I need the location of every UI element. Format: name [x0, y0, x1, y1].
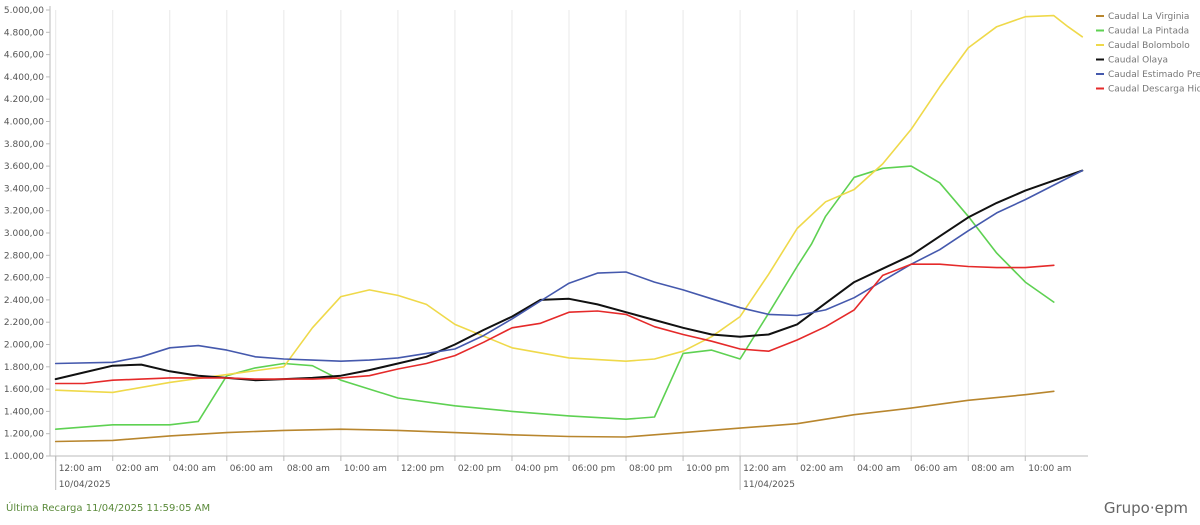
x-tick-label: 06:00 am	[914, 464, 957, 474]
legend-item[interactable]: Caudal La Virginia	[1096, 12, 1189, 22]
legend-item[interactable]: Caudal La Pintada	[1096, 27, 1189, 37]
x-tick-label: 12:00 am	[59, 464, 102, 474]
series-line	[54, 263, 1055, 385]
y-tick-label: 1.800,00	[4, 363, 44, 373]
x-tick-label: 04:00 pm	[515, 464, 558, 474]
x-tick-label: 06:00 am	[230, 464, 273, 474]
legend-label: Caudal La Virginia	[1108, 12, 1189, 22]
legend-label: Caudal Estimado Pres...	[1108, 70, 1200, 80]
y-tick-label: 2.800,00	[4, 251, 44, 261]
y-tick-label: 3.000,00	[4, 229, 44, 239]
y-tick-label: 4.000,00	[4, 118, 44, 128]
y-tick-label: 2.400,00	[4, 296, 44, 306]
y-tick-label: 3.200,00	[4, 207, 44, 217]
x-tick-label: 02:00 am	[116, 464, 159, 474]
x-tick-label: 12:00 pm	[401, 464, 444, 474]
date-label: 11/04/2025	[743, 480, 795, 490]
axes: 1.000,00 1.200,00 1.400,00 1.600,00 1.800,00…	[4, 6, 1088, 490]
y-tick-label: 2.600,00	[4, 274, 44, 284]
x-tick-label: 08:00 am	[287, 464, 330, 474]
y-tick-label: 1.400,00	[4, 407, 44, 417]
date-label: 10/04/2025	[59, 480, 111, 490]
y-tick-label: 1.200,00	[4, 430, 44, 440]
legend-label: Caudal La Pintada	[1108, 27, 1189, 37]
y-tick-label: 4.200,00	[4, 95, 44, 105]
x-tick-label: 08:00 am	[971, 464, 1014, 474]
grid	[55, 10, 1026, 456]
legend-item[interactable]: Caudal Descarga Hidr...	[1096, 85, 1200, 95]
x-tick-label: 02:00 am	[800, 464, 843, 474]
y-tick-label: 5.000,00	[4, 6, 44, 16]
y-tick-label: 3.400,00	[4, 184, 44, 194]
series-line	[54, 165, 1055, 431]
y-tick-label: 4.400,00	[4, 73, 44, 83]
legend-item[interactable]: Caudal Olaya	[1096, 56, 1168, 66]
x-tick-label: 08:00 pm	[629, 464, 672, 474]
legend-label: Caudal Bolombolo	[1108, 41, 1190, 51]
y-tick-label: 3.600,00	[4, 162, 44, 172]
last-reload-text: Última Recarga 11/04/2025 11:59:05 AM	[6, 503, 211, 514]
y-tick-label: 4.600,00	[4, 51, 44, 61]
series-line	[54, 169, 1084, 365]
legend-label: Caudal Descarga Hidr...	[1108, 85, 1200, 95]
legend[interactable]: Caudal La Virginia Caudal La Pintada Cauda…	[1096, 12, 1200, 95]
legend-label: Caudal Olaya	[1108, 56, 1168, 66]
x-tick-label: 10:00 am	[344, 464, 387, 474]
x-tick-label: 10:00 pm	[686, 464, 729, 474]
series-line	[54, 390, 1055, 443]
x-tick-label: 04:00 am	[857, 464, 900, 474]
x-tick-label: 02:00 pm	[458, 464, 501, 474]
series-line	[54, 14, 1084, 394]
x-tick-label: 04:00 am	[173, 464, 216, 474]
y-tick-label: 1.600,00	[4, 385, 44, 395]
series-lines	[54, 14, 1084, 443]
legend-item[interactable]: Caudal Bolombolo	[1096, 41, 1190, 51]
y-tick-label: 4.800,00	[4, 28, 44, 38]
x-tick-label: 06:00 pm	[572, 464, 615, 474]
legend-item[interactable]: Caudal Estimado Pres...	[1096, 70, 1200, 80]
y-tick-label: 2.200,00	[4, 318, 44, 328]
x-tick-label: 10:00 am	[1028, 464, 1071, 474]
y-tick-label: 2.000,00	[4, 341, 44, 351]
brand-logo: Grupo·epm	[1103, 499, 1188, 517]
y-tick-label: 1.000,00	[4, 452, 44, 462]
x-tick-label: 12:00 am	[743, 464, 786, 474]
y-tick-label: 3.800,00	[4, 140, 44, 150]
